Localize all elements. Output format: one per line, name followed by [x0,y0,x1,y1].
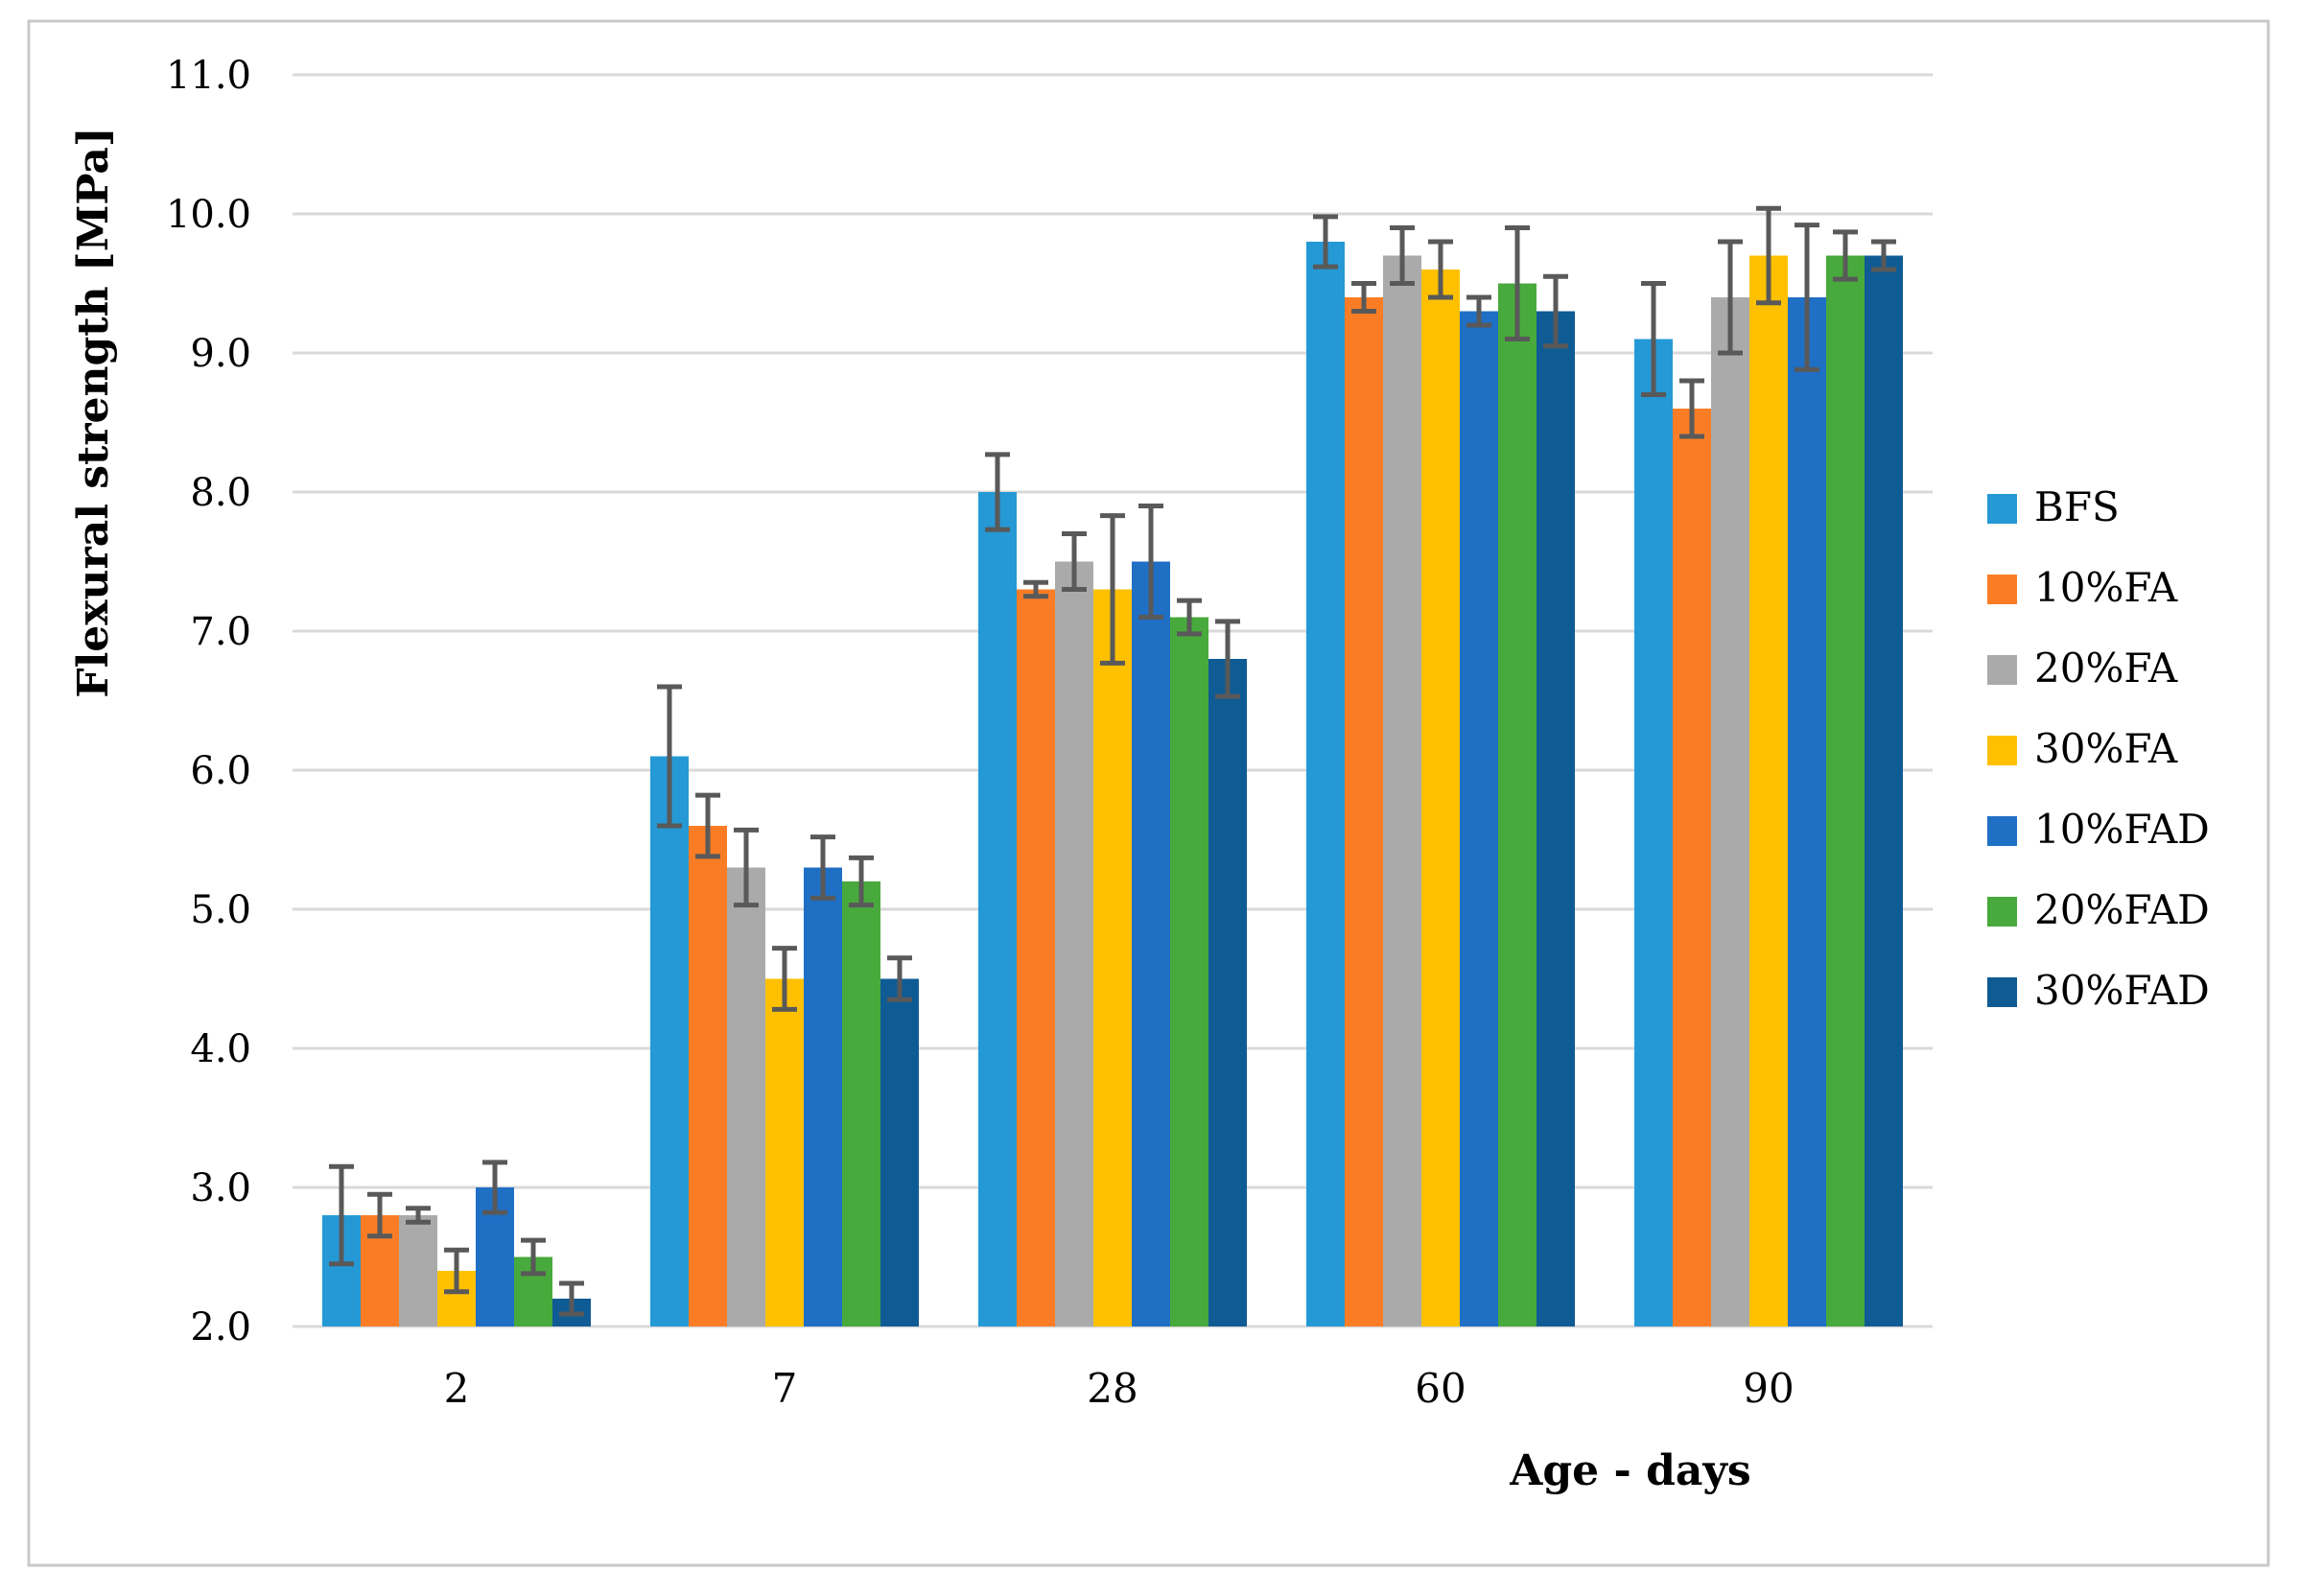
error-bar [1138,504,1163,620]
y-tick-label: 3.0 [190,1166,251,1210]
y-axis-title: Flexural strength [MPa] [69,127,118,697]
bar-10pct-FAD-age-90 [1788,297,1826,1326]
bar-20pct-FA-age-60 [1383,255,1421,1326]
bar-20pct-FAD-age-28 [1170,617,1208,1326]
bar-20pct-FAD-age-7 [842,881,880,1326]
bar-20pct-FA-age-90 [1711,297,1749,1326]
bar-20pct-FAD-age-60 [1498,283,1537,1326]
y-tick-label: 10.0 [166,193,251,237]
legend-swatch-30pct-FAD [1987,977,2017,1007]
error-bar [657,684,682,829]
y-tick-label: 11.0 [166,54,251,98]
error-bar [1833,229,1858,282]
error-bar [559,1280,584,1317]
bar-10pct-FA-age-7 [689,826,727,1326]
error-bar [1177,598,1202,637]
legend-label: 30%FA [2034,725,2178,772]
error-bar [985,452,1010,532]
legend-label: 10%FA [2034,564,2178,611]
legend-swatch-BFS [1987,494,2017,524]
bar-10pct-FA-age-60 [1345,297,1383,1326]
error-bar [1428,239,1453,300]
bar-20pct-FAD-age-90 [1826,255,1865,1326]
bar-20pct-FA-age-2 [399,1215,437,1326]
bar-20pct-FA-age-28 [1055,561,1093,1326]
bar-30pct-FAD-age-7 [880,978,919,1326]
error-bar [1100,513,1125,666]
error-bar [1756,205,1781,306]
error-bar [1679,378,1704,439]
y-tick-label: 8.0 [190,471,251,515]
bar-30pct-FA-age-7 [765,978,804,1326]
error-bar [1641,281,1666,397]
bar-10pct-FA-age-28 [1017,589,1055,1326]
error-bar [482,1160,507,1215]
y-tick-label: 6.0 [190,749,251,793]
bar-30pct-FA-age-90 [1749,255,1788,1326]
error-bar [1543,273,1568,349]
bar-BFS-age-90 [1634,339,1673,1326]
y-tick-label: 9.0 [190,332,251,376]
bar-BFS-age-7 [650,756,689,1326]
y-tick-label: 4.0 [190,1027,251,1071]
error-bar [1023,579,1048,599]
bar-30pct-FAD-age-28 [1208,659,1247,1326]
figure-border [27,19,2270,1567]
error-bar [1505,225,1530,341]
bar-10pct-FAD-age-60 [1460,311,1498,1326]
bar-30pct-FA-age-28 [1093,589,1132,1326]
legend-swatch-20pct-FAD [1987,897,2017,927]
x-tick-label: 7 [772,1365,798,1412]
legend-label: 30%FAD [2034,967,2210,1014]
bar-BFS-age-28 [978,492,1017,1326]
legend-swatch-30pct-FA [1987,736,2017,765]
legend-swatch-10pct-FAD [1987,816,2017,846]
error-bar [367,1191,392,1239]
error-bar [1215,619,1240,699]
legend-label: 10%FAD [2034,806,2210,853]
x-tick-label: 28 [1087,1365,1138,1412]
bar-30pct-FA-age-60 [1421,270,1460,1326]
error-bar [329,1163,354,1267]
error-bar [1313,214,1338,270]
error-bar [1062,531,1087,592]
bar-30pct-FAD-age-90 [1865,255,1903,1326]
x-tick-label: 60 [1415,1365,1466,1412]
error-bar [1718,239,1743,356]
x-tick-label: 90 [1743,1365,1794,1412]
error-bar [849,855,874,908]
bar-20pct-FA-age-7 [727,867,765,1326]
error-bar [1466,294,1491,328]
y-tick-label: 7.0 [190,610,251,654]
error-bar [521,1237,546,1277]
error-bar [444,1247,469,1295]
bar-10pct-FA-age-90 [1673,409,1711,1326]
error-bar [887,955,912,1002]
bar-10pct-FAD-age-28 [1132,561,1170,1326]
error-bar [1795,223,1819,372]
error-bar [734,827,759,908]
legend-label: 20%FAD [2034,886,2210,933]
y-tick-label: 2.0 [190,1305,251,1350]
x-axis-title: Age - days [1509,1446,1750,1495]
legend-swatch-10pct-FA [1987,575,2017,604]
error-bar [1390,225,1415,286]
legend-label: 20%FA [2034,645,2178,692]
bar-10pct-FAD-age-7 [804,867,842,1326]
x-tick-label: 2 [444,1365,470,1412]
error-bar [695,792,720,859]
error-bar [406,1206,431,1225]
legend-label: BFS [2034,483,2120,530]
y-tick-label: 5.0 [190,888,251,932]
bar-BFS-age-60 [1306,242,1345,1326]
bar-30pct-FAD-age-60 [1537,311,1575,1326]
legend-swatch-20pct-FA [1987,655,2017,685]
error-bar [772,946,797,1012]
error-bar [1351,281,1376,314]
error-bar [1871,239,1896,272]
error-bar [810,834,835,901]
